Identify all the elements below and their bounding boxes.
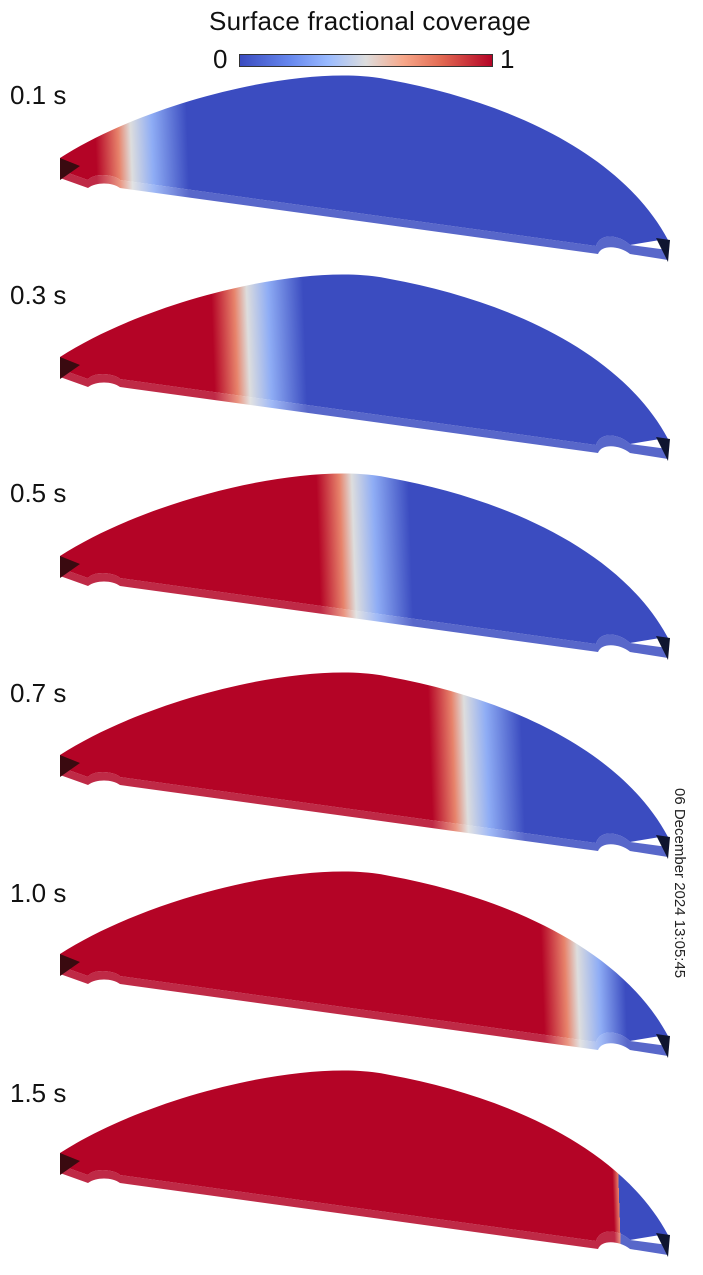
left-corner-cap — [60, 556, 80, 578]
frame-3 — [60, 672, 670, 859]
left-corner-cap — [60, 954, 80, 976]
left-corner-cap — [60, 755, 80, 777]
coverage-surface — [60, 473, 668, 644]
wedge-edge — [60, 369, 668, 459]
coverage-surface — [60, 75, 668, 246]
colorbar — [239, 54, 493, 67]
frame-label-4: 1.0 s — [10, 878, 67, 908]
right-corner-cap — [656, 1233, 670, 1257]
frame-0 — [60, 75, 670, 262]
coverage-surface — [60, 672, 668, 843]
coverage-surface — [60, 871, 668, 1042]
frame-label-5: 1.5 s — [10, 1078, 67, 1108]
left-corner-cap — [60, 357, 80, 379]
frame-label-3: 0.7 s — [10, 678, 67, 708]
timestamp: 06 December 2024 13:05:45 — [671, 788, 688, 979]
colorbar-title: Surface fractional coverage — [209, 6, 531, 36]
frame-label-2: 0.5 s — [10, 478, 67, 508]
left-corner-cap — [60, 158, 80, 180]
wedge-edge — [60, 1165, 668, 1255]
right-corner-cap — [656, 437, 670, 461]
frame-4 — [60, 871, 670, 1058]
right-corner-cap — [656, 1034, 670, 1058]
left-corner-cap — [60, 1153, 80, 1175]
frame-label-0: 0.1 s — [10, 80, 67, 110]
right-corner-cap — [656, 835, 670, 859]
wedge-edge — [60, 170, 668, 260]
right-corner-cap — [656, 238, 670, 262]
coverage-surface — [60, 274, 668, 445]
wedge-edge — [60, 568, 668, 658]
colorbar-min-label: 0 — [213, 44, 228, 74]
frame-1 — [60, 274, 670, 461]
frame-2 — [60, 473, 670, 660]
wedge-edge — [60, 966, 668, 1056]
frame-5 — [60, 1070, 670, 1257]
wedge-edge — [60, 767, 668, 857]
colorbar-max-label: 1 — [500, 44, 515, 74]
frame-label-1: 0.3 s — [10, 280, 67, 310]
coverage-surface — [60, 1070, 668, 1241]
right-corner-cap — [656, 636, 670, 660]
